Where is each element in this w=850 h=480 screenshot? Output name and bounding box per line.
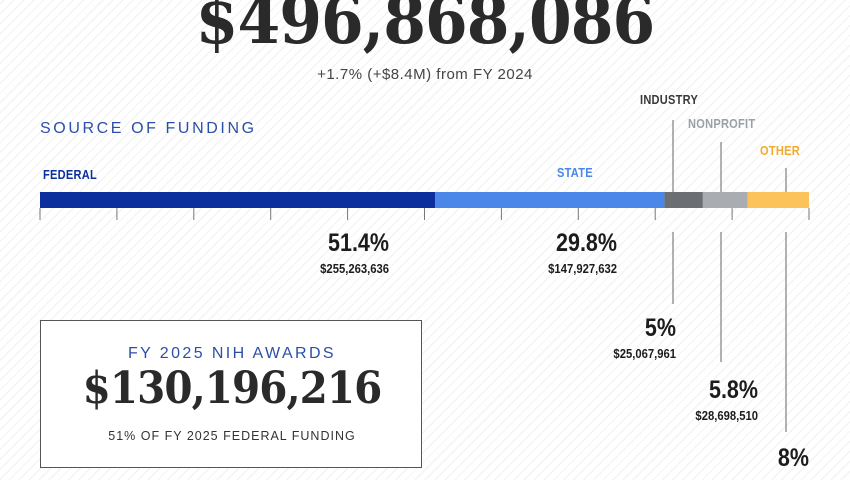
category-label-other: OTHER bbox=[760, 143, 800, 158]
percent-label-industry: 5% bbox=[644, 314, 676, 342]
percent-label-state: 29.8% bbox=[556, 229, 617, 257]
nih-awards-title: FY 2025 NIH AWARDS bbox=[128, 345, 336, 362]
category-label-federal: FEDERAL bbox=[43, 167, 97, 182]
bar-industry bbox=[664, 192, 703, 208]
bar-federal bbox=[40, 192, 436, 208]
chart-title: SOURCE OF FUNDING bbox=[40, 120, 257, 137]
percent-label-nonprofit: 5.8% bbox=[708, 376, 758, 404]
amount-label-nonprofit: $28,698,510 bbox=[695, 409, 758, 423]
nih-awards-note: 51% OF FY 2025 FEDERAL FUNDING bbox=[108, 429, 356, 443]
bar-other bbox=[747, 192, 809, 208]
category-label-nonprofit: NONPROFIT bbox=[688, 116, 756, 131]
amount-label-state: $147,927,632 bbox=[548, 262, 617, 276]
category-label-industry: INDUSTRY bbox=[640, 92, 699, 107]
year-over-year-change: +1.7% (+$8.4M) from FY 2024 bbox=[317, 66, 533, 83]
percent-label-federal: 51.4% bbox=[328, 229, 389, 257]
bar-state bbox=[435, 192, 665, 208]
amount-label-federal: $255,263,636 bbox=[320, 262, 389, 276]
amount-label-industry: $25,067,961 bbox=[613, 347, 676, 361]
nih-awards-amount: $130,196,216 bbox=[82, 363, 383, 414]
total-funding-amount: $496,868,086 bbox=[195, 0, 656, 59]
category-label-state: STATE bbox=[557, 165, 593, 180]
nih-awards-box: FY 2025 NIH AWARDS $130,196,216 51% OF F… bbox=[40, 320, 422, 468]
bar-nonprofit bbox=[702, 192, 748, 208]
percent-label-other: 8% bbox=[777, 444, 809, 472]
